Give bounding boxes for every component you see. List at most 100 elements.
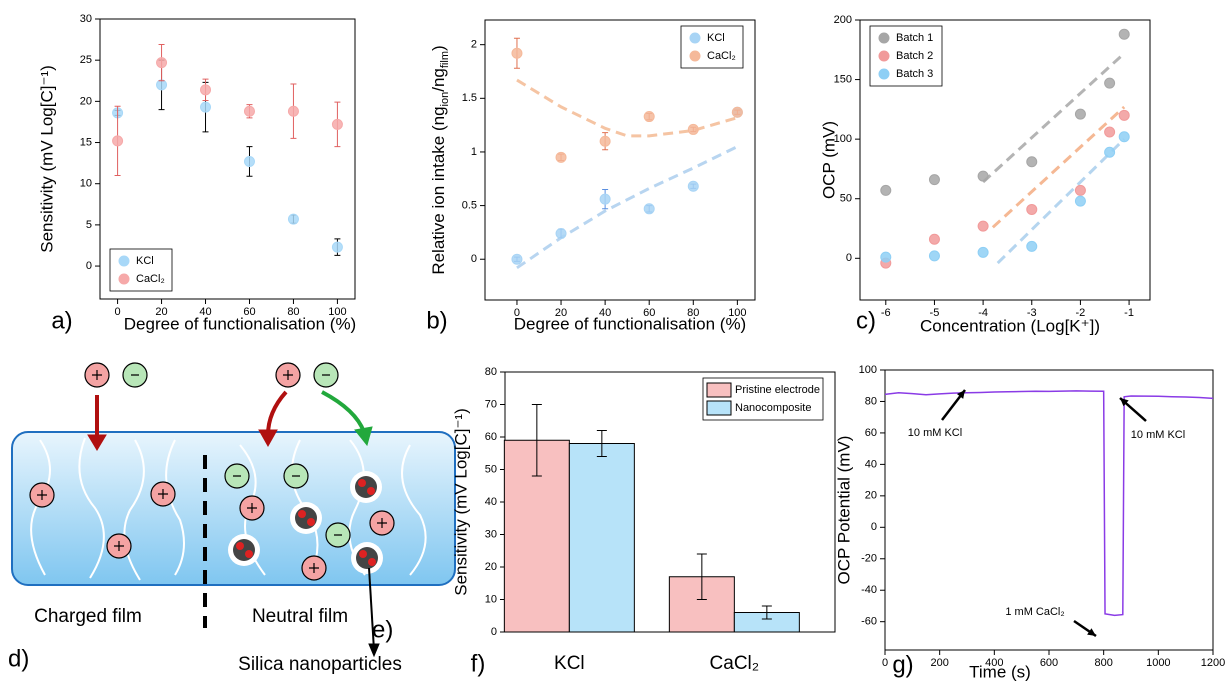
axis-label: OCP (mV): [819, 121, 838, 199]
x-tick-label: KCl: [554, 653, 585, 674]
plot-frame: [859, 19, 1151, 301]
y-tick-label: 15: [80, 136, 92, 148]
diagram-label: Neutral film: [252, 606, 348, 627]
panel-label: d): [8, 645, 29, 672]
legend-label: Batch 3: [896, 68, 933, 80]
axis-label-part: /ng: [429, 68, 448, 92]
x-tick-label: -4: [978, 307, 988, 319]
marker: [511, 47, 523, 59]
y-tick-label: 0: [86, 260, 92, 272]
marker: [200, 101, 212, 113]
legend-label: KCl: [136, 255, 154, 267]
x-tick-label: -1: [1124, 307, 1134, 319]
y-tick-label: 20: [485, 561, 497, 573]
legend-label: CaCl₂: [707, 50, 736, 62]
y-tick-label: 200: [834, 14, 852, 26]
x-tick-label: 0: [514, 307, 520, 319]
y-tick-label: -40: [861, 584, 877, 596]
y-tick-label: 5: [86, 219, 92, 231]
x-tick-label: 40: [199, 306, 211, 318]
y-tick-label: 30: [80, 13, 92, 25]
marker: [243, 105, 255, 117]
x-tick-label: 1200: [1201, 657, 1225, 669]
marker: [1026, 203, 1038, 215]
y-tick-label: 10: [485, 593, 497, 605]
y-tick-label: 1.5: [462, 92, 477, 104]
marker: [687, 123, 699, 135]
y-tick-label: 80: [865, 395, 877, 407]
x-tick-label: CaCl₂: [710, 653, 760, 674]
marker: [643, 111, 655, 123]
panel-label: b): [426, 307, 447, 334]
axis-label: Sensitivity (mV Log[C]⁻¹): [37, 65, 56, 253]
legend-marker: [118, 273, 130, 285]
x-tick-label: 80: [287, 306, 299, 318]
y-tick-label: 0: [491, 626, 497, 638]
line: [884, 390, 1214, 617]
legend-marker: [878, 50, 890, 62]
x-tick-label: -3: [1027, 307, 1037, 319]
x-tick-label: 100: [328, 306, 346, 318]
marker: [156, 79, 168, 91]
x-tick-label: 80: [687, 307, 699, 319]
marker: [977, 170, 989, 182]
marker: [555, 227, 567, 239]
legend-label: Batch 2: [896, 50, 933, 62]
x-tick-label: 60: [243, 306, 255, 318]
diagram-label: Silica nanoparticles: [238, 654, 402, 675]
y-tick-label: 30: [485, 528, 497, 540]
arrows: [87, 390, 380, 658]
marker: [1104, 77, 1116, 89]
axis-label: Relative ion intake (ngion/ngfilm): [429, 45, 450, 274]
annotation-arrowhead: [1087, 628, 1096, 636]
marker: [1026, 156, 1038, 168]
legend-label: Batch 1: [896, 32, 933, 44]
marker: [156, 57, 168, 69]
trend-line: [982, 52, 1126, 184]
x-tick-label: 800: [1094, 657, 1112, 669]
marker: [880, 184, 892, 196]
x-tick-label: 60: [643, 307, 655, 319]
y-tick-label: 50: [485, 463, 497, 475]
marker: [243, 155, 255, 167]
marker: [331, 118, 343, 130]
x-tick-label: 600: [1040, 657, 1058, 669]
error-bar: [761, 605, 772, 620]
ions: [29, 362, 395, 581]
marker: [1074, 195, 1086, 207]
marker: [1074, 108, 1086, 120]
bar: [568, 443, 635, 633]
marker: [977, 246, 989, 258]
x-tick-label: 0: [882, 657, 888, 669]
annotation-arrowhead: [1120, 398, 1129, 407]
marker: [1104, 126, 1116, 138]
x-tick-label: -5: [930, 307, 940, 319]
annotation: 10 mM KCl: [1131, 429, 1185, 441]
marker: [1118, 131, 1130, 143]
annotation: 10 mM KCl: [908, 427, 962, 439]
marker: [928, 233, 940, 245]
axis-label-part: film: [439, 51, 451, 68]
trend-line: [516, 145, 739, 270]
legend-label: CaCl₂: [136, 273, 165, 285]
x-tick-label: -6: [881, 307, 891, 319]
y-tick-label: 20: [865, 490, 877, 502]
y-tick-label: 2: [471, 39, 477, 51]
x-tick-label: 100: [728, 307, 746, 319]
legend-marker: [878, 68, 890, 80]
legend-box: [680, 25, 744, 69]
x-tick-label: 20: [555, 307, 567, 319]
y-tick-label: 40: [865, 458, 877, 470]
axis-label: Concentration (Log[K⁺]): [920, 316, 1100, 335]
axis-label: OCP Potential (mV): [834, 436, 853, 585]
panel-label: c): [856, 307, 876, 334]
error-bar: [696, 553, 707, 600]
legend-box: [109, 248, 173, 292]
marker: [928, 174, 940, 186]
marker: [287, 105, 299, 117]
y-tick-label: 150: [834, 73, 852, 85]
axis-label: Degree of functionalisation (%): [124, 314, 356, 333]
legend-marker: [118, 255, 130, 267]
annotation: 1 mM CaCl₂: [1005, 606, 1064, 618]
